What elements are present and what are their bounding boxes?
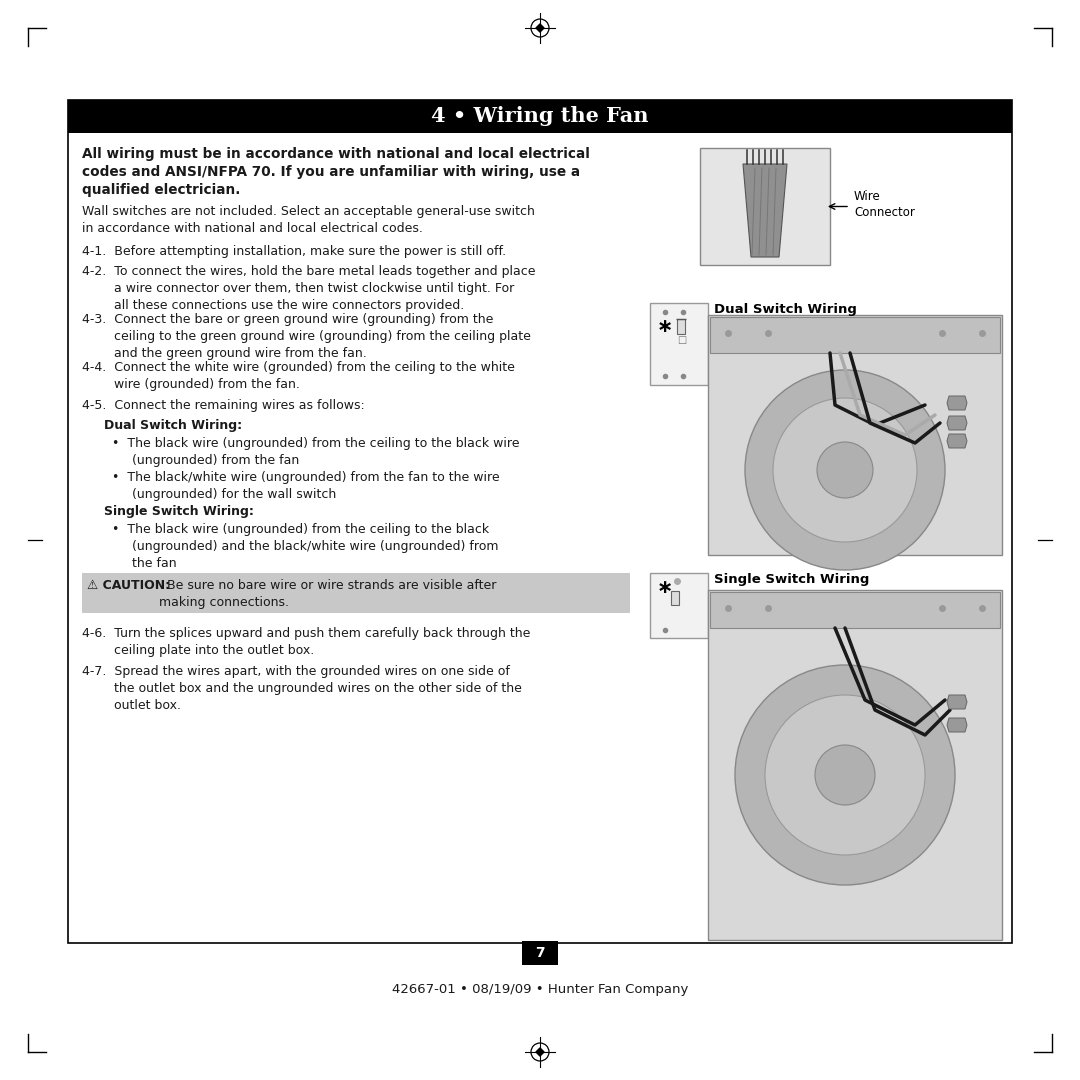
Bar <box>82 573 630 613</box>
Polygon shape <box>947 718 967 732</box>
Text: Dual Switch Wiring: Dual Switch Wiring <box>714 303 856 316</box>
Text: 4-5.  Connect the remaining wires as follows:: 4-5. Connect the remaining wires as foll… <box>82 399 365 411</box>
Polygon shape <box>710 592 1000 627</box>
Text: •  The black/white wire (ungrounded) from the fan to the wire
     (ungrounded) : • The black/white wire (ungrounded) from… <box>112 471 500 501</box>
Text: 4-6.  Turn the splices upward and push them carefully back through the
        c: 4-6. Turn the splices upward and push th… <box>82 627 530 657</box>
Text: 7: 7 <box>536 946 544 960</box>
Text: 4-7.  Spread the wires apart, with the grounded wires on one side of
        the: 4-7. Spread the wires apart, with the gr… <box>82 665 522 712</box>
Text: 4-1.  Before attempting installation, make sure the power is still off.: 4-1. Before attempting installation, mak… <box>82 245 507 258</box>
Text: 4-3.  Connect the bare or green ground wire (grounding) from the
        ceiling: 4-3. Connect the bare or green ground wi… <box>82 313 531 360</box>
Bar <box>708 590 1002 940</box>
Polygon shape <box>743 164 787 257</box>
Text: •  The black wire (ungrounded) from the ceiling to the black
     (ungrounded) a: • The black wire (ungrounded) from the c… <box>112 523 499 569</box>
Bar <box>700 148 831 265</box>
Text: Single Switch Wiring:: Single Switch Wiring: <box>104 505 254 518</box>
Circle shape <box>816 442 873 498</box>
Circle shape <box>773 399 917 542</box>
Text: Dual Switch Wiring:: Dual Switch Wiring: <box>104 419 242 432</box>
Text: All wiring must be in accordance with national and local electrical
codes and AN: All wiring must be in accordance with na… <box>82 147 590 198</box>
Bar <box>68 100 1012 943</box>
Bar <box>677 319 685 334</box>
Circle shape <box>735 665 955 885</box>
Polygon shape <box>536 24 544 32</box>
Text: ∗: ∗ <box>657 318 673 336</box>
Text: Wall switches are not included. Select an acceptable general-use switch
in accor: Wall switches are not included. Select a… <box>82 205 535 234</box>
Bar <box>650 303 708 384</box>
Text: Wire
Connector: Wire Connector <box>854 190 915 218</box>
Circle shape <box>815 745 875 805</box>
Polygon shape <box>947 696 967 708</box>
Text: •  The black wire (ungrounded) from the ceiling to the black wire
     (unground: • The black wire (ungrounded) from the c… <box>112 437 519 467</box>
Polygon shape <box>947 396 967 410</box>
Text: 4 • Wiring the Fan: 4 • Wiring the Fan <box>431 107 649 126</box>
Text: □: □ <box>677 335 686 345</box>
Text: 4-4.  Connect the white wire (grounded) from the ceiling to the white
        wi: 4-4. Connect the white wire (grounded) f… <box>82 361 515 391</box>
Circle shape <box>765 696 924 855</box>
Text: Be sure no bare wire or wire strands are visible after
making connections.: Be sure no bare wire or wire strands are… <box>159 579 497 609</box>
Bar <box>708 315 1002 555</box>
Polygon shape <box>710 318 1000 353</box>
Bar <box>68 100 1012 133</box>
Bar <box>522 941 558 966</box>
Text: ∗: ∗ <box>657 578 673 597</box>
Polygon shape <box>947 434 967 448</box>
Text: 42667-01 • 08/19/09 • Hunter Fan Company: 42667-01 • 08/19/09 • Hunter Fan Company <box>392 983 688 996</box>
Polygon shape <box>947 416 967 430</box>
Text: 4-2.  To connect the wires, hold the bare metal leads together and place
       : 4-2. To connect the wires, hold the bare… <box>82 265 536 312</box>
Bar <box>650 573 708 638</box>
Bar <box>671 591 679 605</box>
Polygon shape <box>536 1048 544 1056</box>
Text: ⚠ CAUTION:: ⚠ CAUTION: <box>87 579 171 592</box>
Text: Single Switch Wiring: Single Switch Wiring <box>714 573 869 586</box>
Circle shape <box>745 370 945 570</box>
